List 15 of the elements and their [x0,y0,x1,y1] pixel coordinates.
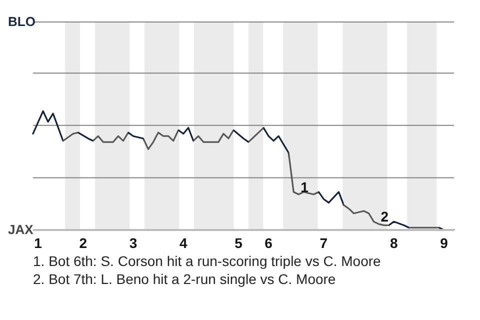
x-tick-label: 5 [234,234,243,251]
x-tick-label: 4 [179,234,188,251]
x-tick-label: 6 [264,234,273,251]
annotation: 1 [300,178,309,195]
x-tick-label: 9 [440,234,448,251]
text: 1. Bot 6th: S. Corson hit a run-scoring triple vs C. Moore [33,252,382,270]
x-tick-label: 3 [129,234,138,251]
text: 2. Bot 7th: L. Beno hit a 2-run single vs C. Moore [33,270,337,288]
x-tick-label: 7 [320,234,328,251]
x-tick-label: 1 [34,234,42,251]
annotation: 2 [380,208,389,225]
annotation: JAX [8,222,34,238]
x-tick-label: 2 [79,234,88,251]
text: BLO [8,14,36,30]
x-tick-label: 8 [390,234,398,251]
